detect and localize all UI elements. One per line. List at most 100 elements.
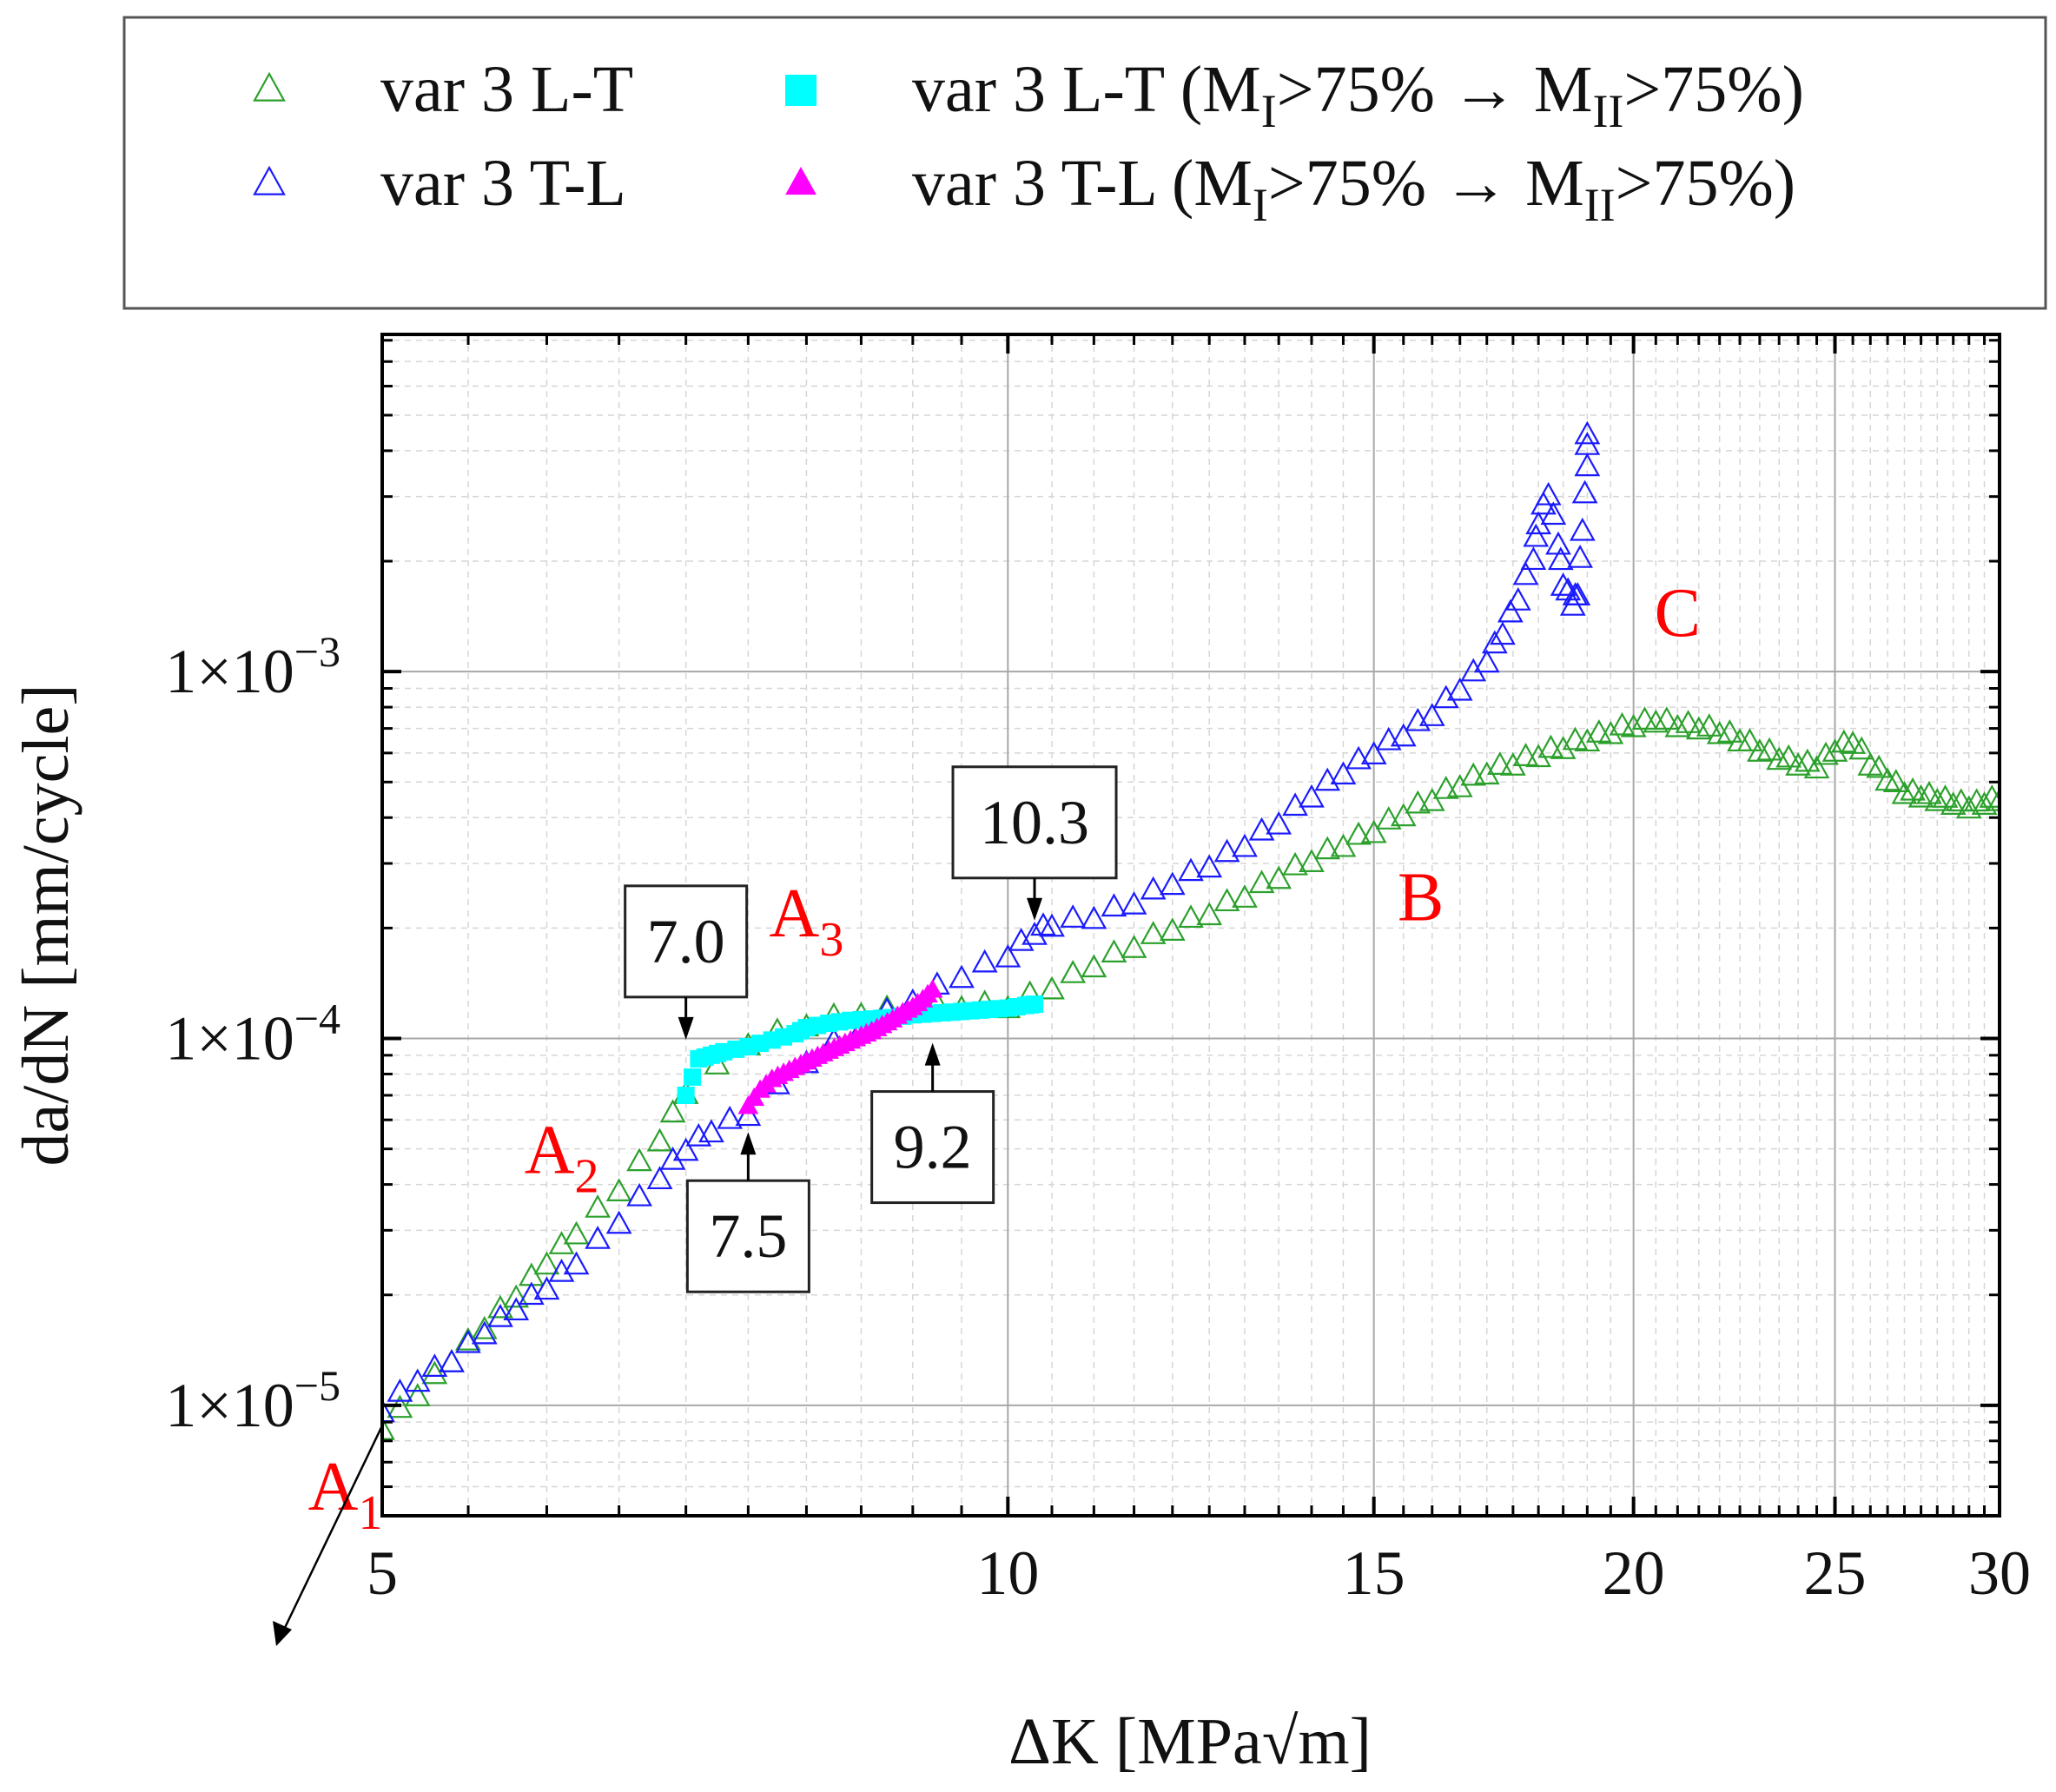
data-point [1248, 817, 1275, 841]
data-point [1345, 821, 1372, 845]
data-point [1418, 787, 1445, 811]
data-point [1345, 745, 1372, 770]
callout-arrow-head [1027, 897, 1043, 921]
data-point [1060, 904, 1087, 928]
data-point [1924, 787, 1951, 811]
y-axis-title: da/dN [mm/cycle] [10, 684, 83, 1166]
data-point [1030, 912, 1056, 936]
callout-box [685, 1179, 810, 1293]
data-point [421, 1360, 448, 1385]
data-point [1574, 728, 1601, 752]
data-point [1360, 819, 1387, 843]
data-point [1039, 913, 1065, 937]
legend-marker [785, 75, 816, 106]
x-tick-label: 15 [1343, 1538, 1405, 1608]
data-point [1747, 738, 1773, 762]
data-point [1432, 776, 1459, 799]
data-point [626, 1147, 652, 1172]
legend-marker [253, 165, 286, 195]
callout-label: 7.0 [647, 907, 725, 976]
data-point [1282, 851, 1308, 876]
data-point [1535, 481, 1562, 506]
data-point [1330, 833, 1357, 857]
a1-arrow-shaft [281, 1425, 384, 1634]
data-point [455, 1326, 481, 1351]
data-point [1159, 917, 1186, 942]
data-point [1178, 904, 1204, 929]
data-point [1330, 761, 1357, 785]
data-point [1504, 587, 1531, 611]
data-point [672, 1137, 699, 1161]
data-point [585, 1194, 611, 1218]
series-layer [382, 420, 2000, 1440]
data-point [1360, 741, 1387, 764]
x-tick-label: 5 [367, 1538, 398, 1608]
data-point [1775, 744, 1802, 768]
data-point [471, 1320, 498, 1345]
data-point [1375, 806, 1402, 830]
data-point [1140, 876, 1167, 900]
data-point [533, 1276, 560, 1300]
data-point [404, 1383, 431, 1406]
data-point [1971, 791, 1998, 815]
ticks [380, 334, 2001, 1516]
data-point [1940, 791, 1967, 815]
data-point [1196, 902, 1223, 926]
legend-marker [253, 71, 286, 102]
data-point [1821, 738, 1848, 762]
data-point [1523, 523, 1550, 547]
x-tick-label: 20 [1603, 1538, 1665, 1608]
legend-label: var 3 T-L [380, 147, 626, 220]
data-point [1159, 871, 1186, 896]
data-point [971, 949, 998, 973]
data-point [1571, 479, 1598, 504]
series-1 [382, 420, 1601, 1423]
data-point [1857, 752, 1884, 776]
data-point [735, 1102, 762, 1127]
region-label-A2: A2 [525, 1112, 599, 1203]
callout-label: 9.2 [894, 1113, 972, 1182]
data-point [1481, 630, 1508, 654]
data-point [563, 1251, 590, 1275]
data-point [605, 1178, 632, 1201]
series-3 [737, 979, 943, 1114]
data-point [922, 979, 943, 998]
data-point [533, 1251, 560, 1275]
region-label-C: C [1655, 575, 1701, 651]
data-point [1008, 927, 1035, 951]
data-point [1675, 710, 1702, 733]
data-point [698, 1119, 724, 1143]
data-point [1432, 684, 1459, 709]
data-point [1653, 706, 1680, 730]
data-point [585, 1226, 611, 1249]
data-point [1706, 720, 1733, 744]
data-point [1375, 726, 1402, 751]
region-label-A3: A3 [770, 876, 844, 967]
data-point [1979, 784, 2000, 808]
y-tick-label: 1×10−3 [165, 627, 340, 706]
data-point [1963, 788, 1990, 812]
data-point [626, 1182, 652, 1207]
callout-7.5: 7.5 [685, 1132, 810, 1293]
data-point [1101, 939, 1127, 962]
data-point [1866, 754, 1893, 778]
data-point [646, 1166, 673, 1190]
data-point [1121, 890, 1147, 915]
data-point [1490, 621, 1516, 645]
data-point [503, 1284, 530, 1308]
data-point [1685, 716, 1712, 740]
data-point [1766, 746, 1793, 770]
data-point [1446, 774, 1473, 797]
data-point [1213, 838, 1240, 863]
data-point [1803, 755, 1830, 779]
callout-arrow-head [924, 1042, 941, 1066]
data-point [605, 1210, 632, 1234]
data-point [1848, 736, 1875, 760]
region-label-B: B [1398, 859, 1444, 936]
data-point [1390, 723, 1417, 747]
data-point [1196, 854, 1223, 878]
data-point [1574, 453, 1601, 477]
x-tick-label: 30 [1968, 1538, 2031, 1608]
y-tick-label: 1×10−5 [165, 1361, 340, 1440]
